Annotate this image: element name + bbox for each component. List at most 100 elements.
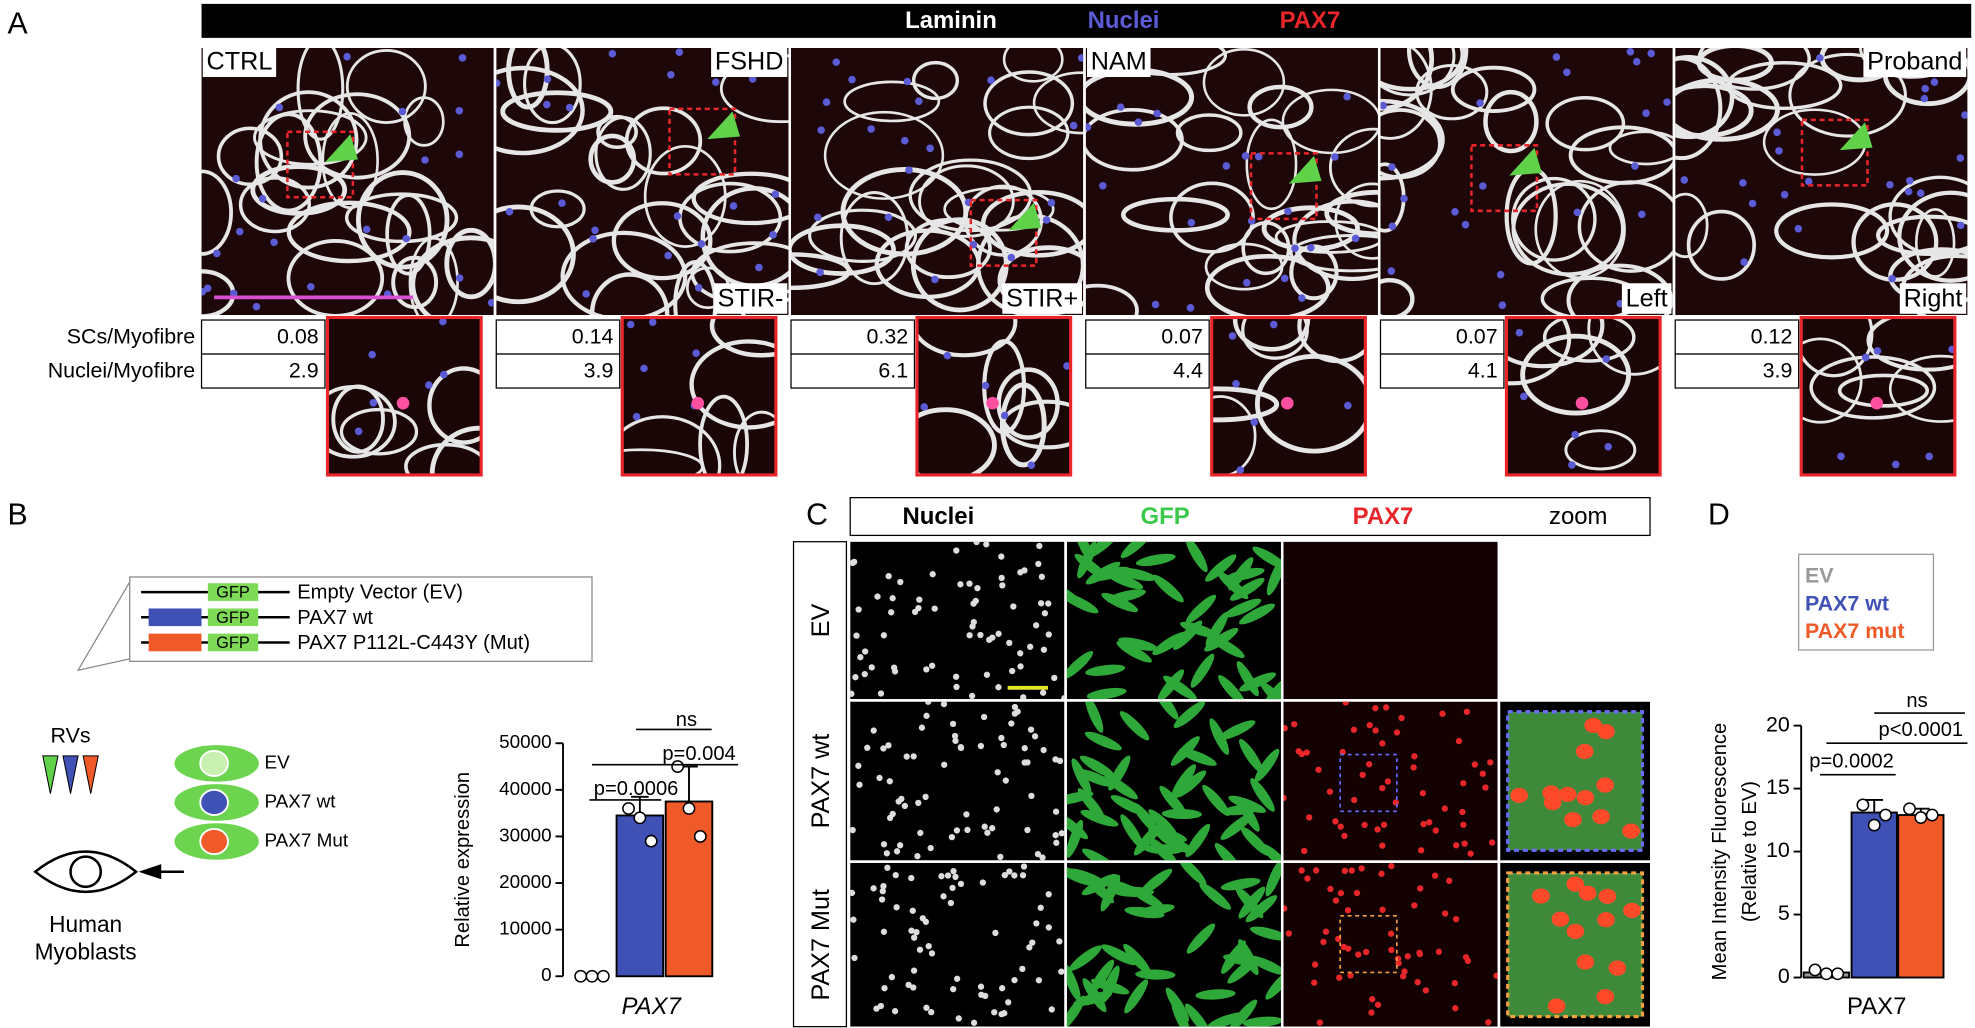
pax7-nucleus bbox=[1366, 721, 1373, 729]
nucleus bbox=[940, 893, 947, 900]
column-header: GFP bbox=[1141, 503, 1190, 530]
nucleus bbox=[1063, 362, 1071, 370]
virus-icon bbox=[82, 755, 99, 794]
gfp-cell bbox=[1120, 814, 1144, 849]
nucleus bbox=[307, 282, 315, 291]
nucleus bbox=[1930, 78, 1939, 86]
pax7-nucleus bbox=[1372, 705, 1379, 712]
fibre-outline bbox=[1542, 317, 1636, 363]
nucleus bbox=[591, 226, 599, 235]
pax7-nucleus bbox=[1416, 950, 1424, 958]
nucleus bbox=[991, 1009, 998, 1016]
roi-box bbox=[1249, 152, 1318, 221]
zoom-nucleus bbox=[1575, 743, 1594, 760]
nucleus bbox=[998, 734, 1005, 742]
table-value: 4.1 bbox=[1468, 358, 1498, 382]
pax7-nucleus bbox=[1366, 761, 1373, 768]
nucleus bbox=[1602, 355, 1610, 363]
fibre-outline bbox=[1545, 95, 1626, 152]
fibre-outline bbox=[1506, 317, 1572, 386]
column-header: Nuclei bbox=[902, 503, 974, 530]
image-content bbox=[1066, 862, 1281, 1027]
fibre-outline bbox=[1696, 47, 1774, 83]
nucleus bbox=[1748, 199, 1757, 208]
fibre-outline bbox=[496, 65, 585, 156]
zoom-nucleus bbox=[1622, 823, 1640, 839]
gfp-cell bbox=[1163, 675, 1197, 700]
stain-header bbox=[201, 3, 1972, 38]
nucleus bbox=[878, 896, 886, 903]
fibre-outline bbox=[622, 415, 722, 475]
gfp-cell bbox=[1165, 987, 1190, 1022]
nucleus bbox=[1000, 741, 1007, 749]
nucleus bbox=[354, 427, 363, 436]
gfp-cell bbox=[1245, 895, 1278, 923]
nucleus bbox=[913, 928, 920, 936]
nucleus bbox=[911, 608, 919, 615]
nucleus bbox=[455, 150, 464, 159]
fibre-outline bbox=[1204, 253, 1331, 315]
condition-label: STIR+ bbox=[1006, 285, 1078, 313]
nucleus bbox=[952, 673, 960, 680]
image-content bbox=[1066, 541, 1281, 700]
cell-type: EV bbox=[265, 752, 291, 773]
pax7-nucleus bbox=[1446, 877, 1453, 884]
y-tick-label: 20 bbox=[1766, 712, 1790, 736]
legend-entry: PAX7 wt bbox=[1805, 591, 1889, 615]
fibre-outline bbox=[238, 176, 312, 234]
zoom-nucleus bbox=[1543, 795, 1562, 811]
fibre-outline bbox=[808, 208, 918, 263]
virus-icon bbox=[42, 755, 59, 794]
label-bg bbox=[1863, 46, 1967, 77]
nucleus bbox=[914, 853, 921, 860]
gfp-cell bbox=[1185, 594, 1217, 624]
fibre-outline bbox=[1888, 354, 1955, 423]
gfp-cell bbox=[1135, 969, 1176, 980]
fibre-outline bbox=[523, 47, 582, 125]
label-bg bbox=[1002, 283, 1082, 314]
nucleus bbox=[1020, 694, 1027, 700]
nucleus bbox=[909, 907, 916, 914]
nucleus bbox=[1020, 863, 1028, 870]
pax7-nucleus bbox=[986, 396, 999, 410]
nucleus bbox=[915, 97, 923, 106]
pax7-nucleus bbox=[1485, 1019, 1492, 1026]
nucleus bbox=[1387, 267, 1396, 275]
nucleus bbox=[926, 144, 934, 153]
nucleus bbox=[213, 249, 221, 258]
nucleus bbox=[1010, 603, 1017, 610]
pax7-nucleus bbox=[1311, 961, 1319, 968]
fibre-outline bbox=[1380, 47, 1456, 97]
gfp-cell bbox=[1249, 926, 1281, 941]
nucleus bbox=[487, 299, 494, 307]
pax7-nucleus bbox=[1298, 867, 1305, 874]
fibre-outline bbox=[1788, 52, 1907, 138]
nucleus bbox=[1461, 220, 1470, 229]
nucleus bbox=[1027, 643, 1034, 650]
nucleus bbox=[1045, 631, 1052, 638]
nucleus bbox=[953, 683, 960, 691]
micrograph bbox=[1283, 862, 1498, 1027]
nucleus bbox=[880, 632, 888, 639]
nucleus bbox=[692, 349, 700, 357]
y-tick-label: 15 bbox=[1766, 775, 1790, 799]
gfp-cell bbox=[1119, 711, 1150, 741]
nucleus bbox=[1033, 920, 1040, 927]
gfp-cell bbox=[1139, 868, 1173, 895]
nucleus bbox=[983, 671, 991, 678]
table-value: 0.12 bbox=[1751, 324, 1793, 348]
nucleus bbox=[984, 829, 991, 836]
nucleus bbox=[850, 559, 856, 567]
nucleus bbox=[970, 600, 977, 607]
gfp-cell bbox=[1261, 843, 1281, 861]
nucleus bbox=[1520, 392, 1528, 401]
stain-label: Nuclei bbox=[1088, 7, 1160, 34]
fibre-outline bbox=[911, 60, 960, 101]
nucleus bbox=[884, 864, 891, 871]
nucleus bbox=[957, 743, 965, 751]
gfp-cell bbox=[1171, 764, 1197, 798]
nucleus bbox=[870, 885, 877, 892]
gfp-cell bbox=[1199, 882, 1231, 910]
virus-icon bbox=[62, 755, 79, 794]
nucleus bbox=[931, 605, 938, 612]
